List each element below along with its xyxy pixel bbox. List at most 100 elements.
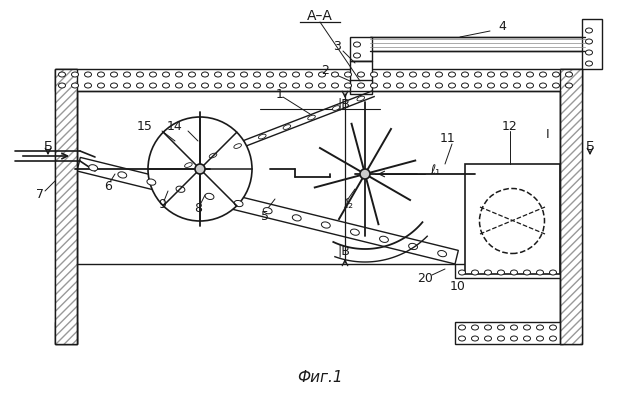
Text: ℓ₂: ℓ₂ — [343, 198, 353, 211]
Ellipse shape — [175, 83, 182, 88]
Ellipse shape — [500, 72, 508, 77]
Ellipse shape — [536, 270, 543, 275]
Ellipse shape — [344, 72, 351, 77]
Ellipse shape — [586, 50, 593, 55]
Polygon shape — [77, 157, 458, 264]
Bar — [370, 37, 585, 51]
Ellipse shape — [586, 28, 593, 33]
Ellipse shape — [497, 336, 504, 341]
Ellipse shape — [253, 72, 260, 77]
Ellipse shape — [461, 83, 468, 88]
Text: 2: 2 — [321, 65, 329, 77]
Bar — [350, 37, 372, 61]
Text: 11: 11 — [440, 132, 456, 146]
Ellipse shape — [449, 83, 456, 88]
Ellipse shape — [202, 83, 209, 88]
Ellipse shape — [202, 72, 209, 77]
Ellipse shape — [84, 83, 92, 88]
Ellipse shape — [550, 336, 557, 341]
Ellipse shape — [527, 72, 534, 77]
Text: А–А: А–А — [307, 9, 333, 23]
Ellipse shape — [72, 72, 79, 77]
Ellipse shape — [438, 251, 447, 257]
Ellipse shape — [449, 72, 456, 77]
Ellipse shape — [147, 179, 156, 185]
Ellipse shape — [280, 83, 287, 88]
Ellipse shape — [383, 83, 390, 88]
Text: Б: Б — [44, 140, 52, 152]
Bar — [350, 80, 372, 94]
Ellipse shape — [408, 243, 417, 250]
Ellipse shape — [305, 72, 312, 77]
Bar — [55, 69, 77, 344]
Ellipse shape — [484, 336, 492, 341]
Circle shape — [195, 164, 205, 174]
Ellipse shape — [234, 144, 241, 148]
Ellipse shape — [435, 83, 442, 88]
Ellipse shape — [488, 72, 495, 77]
Ellipse shape — [513, 83, 520, 88]
Text: 6: 6 — [104, 180, 112, 192]
Text: 15: 15 — [137, 120, 153, 134]
Ellipse shape — [241, 83, 248, 88]
Ellipse shape — [566, 72, 573, 77]
Bar — [560, 69, 582, 344]
Ellipse shape — [353, 53, 360, 58]
Text: 8: 8 — [194, 203, 202, 215]
Ellipse shape — [175, 72, 182, 77]
Ellipse shape — [227, 72, 234, 77]
Ellipse shape — [321, 222, 330, 228]
Ellipse shape — [472, 270, 479, 275]
Ellipse shape — [283, 125, 291, 129]
Text: ℓ₁: ℓ₁ — [430, 164, 440, 178]
Ellipse shape — [511, 325, 518, 330]
Ellipse shape — [458, 336, 465, 341]
Ellipse shape — [111, 72, 118, 77]
Ellipse shape — [319, 72, 326, 77]
Ellipse shape — [484, 325, 492, 330]
Ellipse shape — [344, 83, 351, 88]
Circle shape — [148, 117, 252, 221]
Ellipse shape — [527, 83, 534, 88]
Text: 14: 14 — [167, 120, 183, 134]
Ellipse shape — [422, 83, 429, 88]
Bar — [560, 69, 582, 344]
Ellipse shape — [410, 72, 417, 77]
Text: Б: Б — [586, 140, 595, 152]
Text: 1: 1 — [276, 87, 284, 101]
Ellipse shape — [227, 83, 234, 88]
Ellipse shape — [586, 61, 593, 66]
Text: I: I — [546, 128, 550, 140]
Ellipse shape — [58, 72, 65, 77]
Ellipse shape — [566, 83, 573, 88]
Ellipse shape — [422, 72, 429, 77]
Ellipse shape — [458, 325, 465, 330]
Ellipse shape — [319, 83, 326, 88]
Ellipse shape — [550, 325, 557, 330]
Ellipse shape — [111, 83, 118, 88]
Ellipse shape — [484, 270, 492, 275]
Bar — [455, 322, 563, 344]
Ellipse shape — [263, 207, 272, 214]
Bar — [55, 69, 77, 344]
Bar — [560, 69, 582, 344]
Ellipse shape — [332, 83, 339, 88]
Ellipse shape — [189, 72, 195, 77]
Bar — [55, 322, 77, 344]
Ellipse shape — [357, 96, 365, 101]
Ellipse shape — [371, 83, 378, 88]
Ellipse shape — [332, 72, 339, 77]
Ellipse shape — [461, 72, 468, 77]
Ellipse shape — [474, 72, 481, 77]
Ellipse shape — [552, 72, 559, 77]
Ellipse shape — [511, 270, 518, 275]
Ellipse shape — [205, 193, 214, 200]
Ellipse shape — [358, 72, 365, 77]
Ellipse shape — [397, 83, 403, 88]
Text: 7: 7 — [36, 188, 44, 201]
Ellipse shape — [524, 270, 531, 275]
Ellipse shape — [58, 83, 65, 88]
Text: 9: 9 — [158, 198, 166, 211]
Ellipse shape — [184, 163, 192, 168]
Ellipse shape — [97, 72, 104, 77]
